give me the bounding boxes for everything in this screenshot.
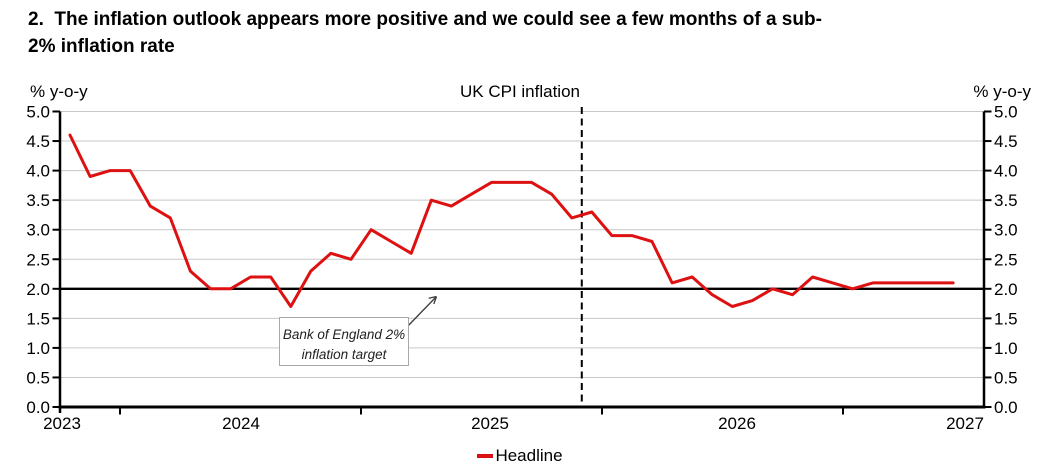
y-axis-tick-label-left: 1.0 — [26, 339, 50, 358]
y-axis-tick-label-left: 3.0 — [26, 221, 50, 240]
y-axis-tick-label-right: 0.0 — [994, 398, 1018, 417]
y-axis-tick-label-right: 3.5 — [994, 191, 1018, 210]
y-axis-tick-label-left: 0.5 — [26, 368, 50, 387]
page-title: 2. The inflation outlook appears more po… — [28, 6, 1033, 60]
headline-series-line — [68, 133, 955, 308]
y-axis-tick-label-right: 4.5 — [994, 132, 1018, 151]
y-axis-tick-label-right: 2.5 — [994, 250, 1018, 269]
target-annotation-line-1: Bank of England 2% — [282, 327, 406, 342]
y-axis-tick-label-left: 4.5 — [26, 132, 50, 151]
y-axis-tick-label-left: 3.5 — [26, 191, 50, 210]
y-axis-tick-label-left: 0.0 — [26, 398, 50, 417]
annotation-arrow — [403, 295, 438, 331]
x-axis-tick-label: 2027 — [946, 414, 984, 433]
legend-label: Headline — [495, 446, 563, 465]
y-axis-tick-label-left: 2.5 — [26, 250, 50, 269]
y-axis-tick-label-right: 0.5 — [994, 368, 1018, 387]
y-axis-tick-label-right: 5.0 — [994, 103, 1018, 122]
target-annotation-line-2: inflation target — [301, 347, 387, 363]
y-axis-tick-label-right: 4.0 — [994, 162, 1018, 181]
y-axis-tick-label-left: 2.0 — [26, 280, 50, 299]
legend-line-swatch — [477, 454, 494, 458]
chart-title: UK CPI inflation — [460, 82, 580, 101]
y-axis-unit-right: % y-o-y — [973, 82, 1031, 101]
y-axis-tick-label-right: 2.0 — [994, 280, 1018, 299]
y-axis-tick-label-right: 3.0 — [994, 221, 1018, 240]
y-axis-unit-left: % y-o-y — [30, 82, 88, 101]
chart-legend: Headline — [0, 446, 1040, 466]
x-axis-tick-label: 2025 — [471, 414, 509, 433]
y-axis-tick-label-left: 5.0 — [26, 103, 50, 122]
target-annotation: Bank of England 2% inflation target — [279, 317, 409, 366]
page-title-line-2: 2% inflation rate — [28, 36, 175, 57]
x-axis-tick-label: 2026 — [718, 414, 756, 433]
y-axis-tick-label-right: 1.0 — [994, 339, 1018, 358]
page-title-line-1: 2. The inflation outlook appears more po… — [28, 9, 822, 30]
y-axis-tick-label-right: 1.5 — [994, 309, 1018, 328]
y-axis-tick-label-left: 4.0 — [26, 162, 50, 181]
x-axis-tick-label: 2024 — [222, 414, 260, 433]
y-axis-tick-label-left: 1.5 — [26, 309, 50, 328]
x-axis-tick-label: 2023 — [43, 414, 81, 433]
